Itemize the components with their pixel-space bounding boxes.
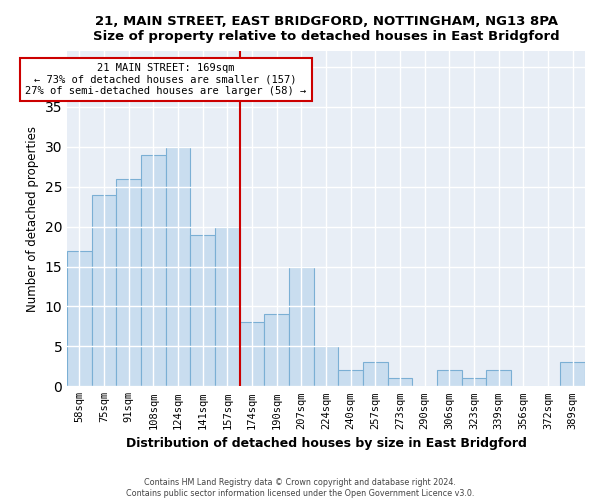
X-axis label: Distribution of detached houses by size in East Bridgford: Distribution of detached houses by size …	[125, 437, 526, 450]
Bar	[141, 155, 166, 386]
Bar	[487, 370, 511, 386]
Y-axis label: Number of detached properties: Number of detached properties	[26, 126, 39, 312]
Title: 21, MAIN STREET, EAST BRIDGFORD, NOTTINGHAM, NG13 8PA
Size of property relative : 21, MAIN STREET, EAST BRIDGFORD, NOTTING…	[93, 15, 559, 43]
Text: 21 MAIN STREET: 169sqm
← 73% of detached houses are smaller (157)
27% of semi-de: 21 MAIN STREET: 169sqm ← 73% of detached…	[25, 63, 307, 96]
Bar	[215, 226, 240, 386]
Bar	[240, 322, 265, 386]
Bar	[363, 362, 388, 386]
Bar	[560, 362, 585, 386]
Bar	[190, 234, 215, 386]
Bar	[437, 370, 461, 386]
Bar	[338, 370, 363, 386]
Bar	[314, 346, 338, 387]
Bar	[67, 250, 92, 386]
Text: Contains HM Land Registry data © Crown copyright and database right 2024.
Contai: Contains HM Land Registry data © Crown c…	[126, 478, 474, 498]
Bar	[166, 147, 190, 386]
Bar	[388, 378, 412, 386]
Bar	[461, 378, 487, 386]
Bar	[265, 314, 289, 386]
Bar	[289, 266, 314, 386]
Bar	[92, 195, 116, 386]
Bar	[116, 179, 141, 386]
